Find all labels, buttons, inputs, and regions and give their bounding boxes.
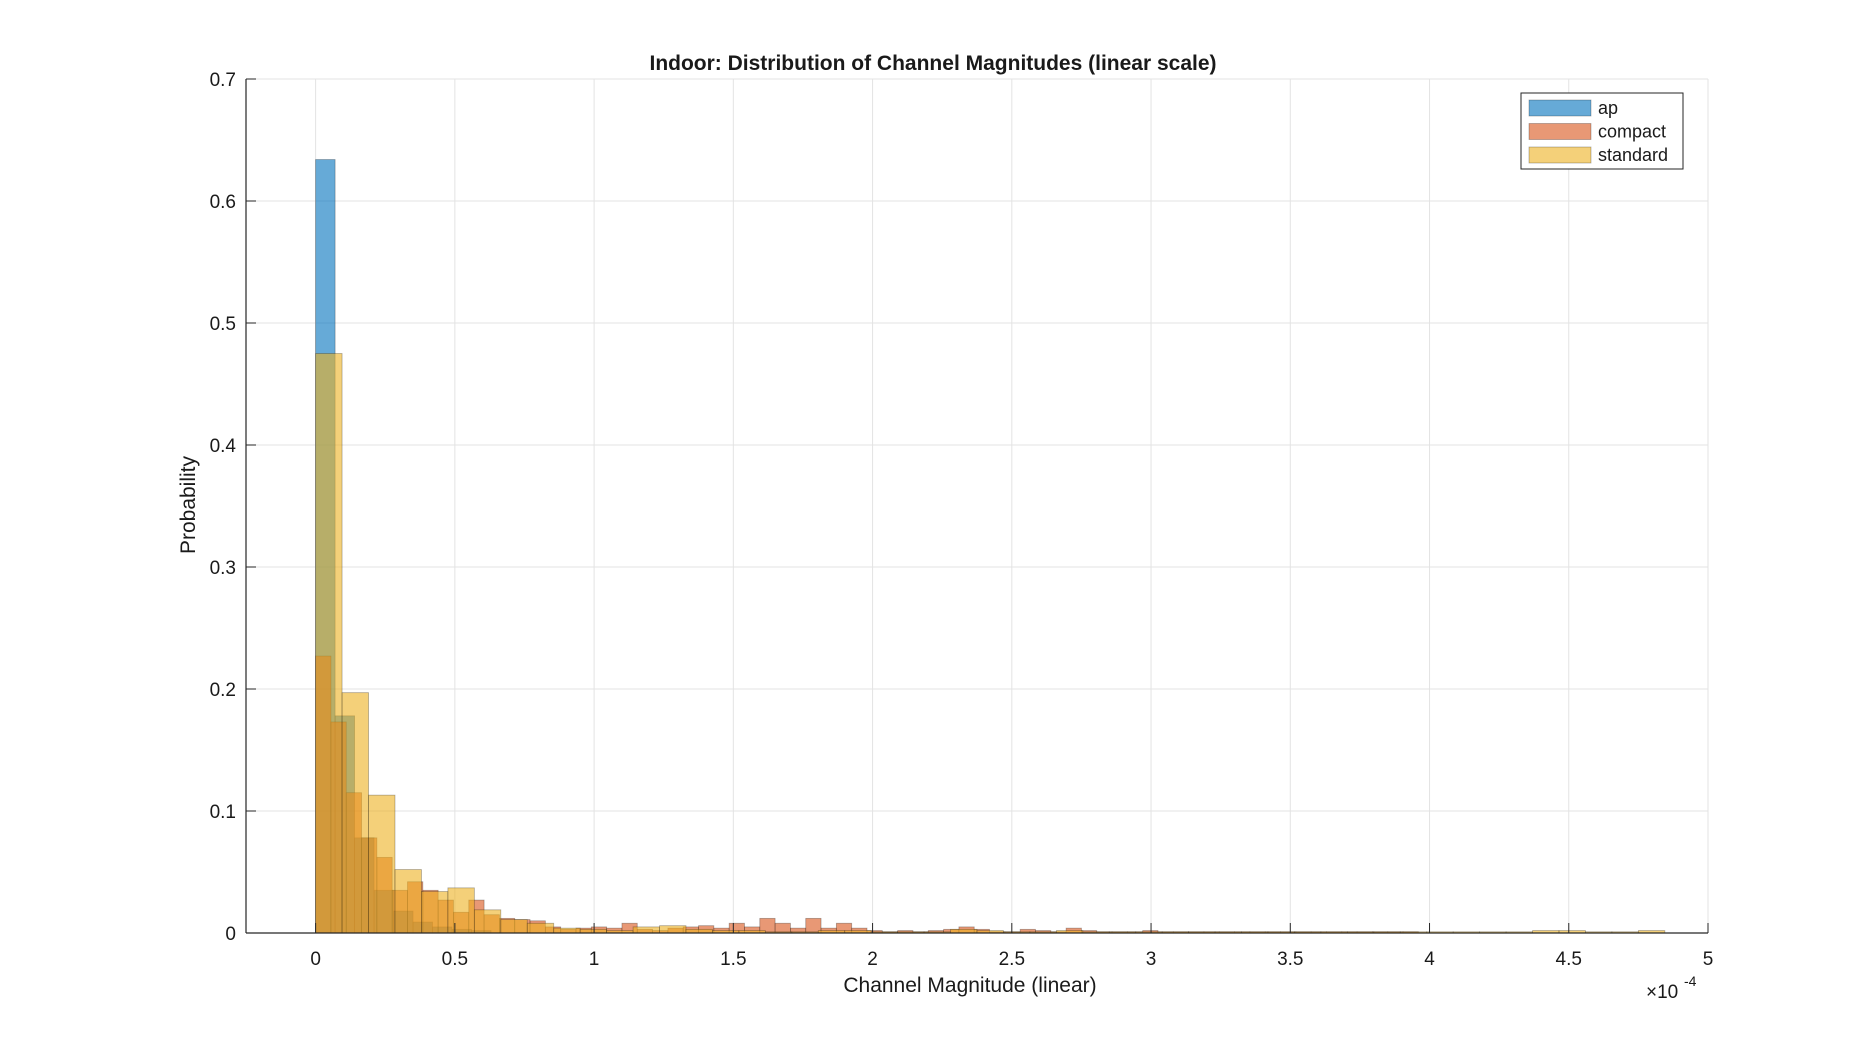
y-tick-label: 0.5 [210,314,236,335]
legend-swatch-compact [1528,123,1592,140]
x-tick-label: 1.5 [720,949,746,970]
x-axis-label: Channel Magnitude (linear) [843,974,1096,997]
x-tick-label: 0 [310,949,321,970]
bar-standard [500,919,528,934]
y-tick-label: 0.6 [210,192,236,213]
bar-standard [526,922,555,934]
legend-label-standard: standard [1598,145,1668,165]
x-tick-label: 2 [867,949,878,970]
grid [246,78,1709,934]
y-tick-label: 0.4 [210,436,237,457]
legend-swatch-standard [1528,146,1592,164]
y-tick-label: 0 [225,924,236,945]
x-axis-multiplier-exponent: -4 [1684,973,1697,989]
bar-standard [341,692,369,934]
x-tick-label: 0.5 [442,949,468,970]
bar-standard [447,887,475,934]
x-tick-label: 4.5 [1556,949,1582,970]
bar-standard [473,909,502,934]
y-tick-label: 0.3 [210,558,236,579]
bar-standard [632,926,660,934]
y-tick-label: 0.2 [210,680,236,701]
bar-standard [659,925,687,934]
x-tick-label: 5 [1703,949,1714,970]
x-tick-label: 4 [1424,949,1435,970]
x-tick-label: 3.5 [1277,949,1303,970]
bar-standard [315,353,343,934]
x-tick-label: 1 [589,949,600,970]
y-axis-label: Probability [177,455,200,554]
y-tick-label: 0.7 [210,70,236,91]
legend-label-ap: ap [1598,98,1618,118]
x-axis-multiplier: ×10 [1646,982,1678,1003]
bar-standard [553,927,581,934]
chart-title: Indoor: Distribution of Channel Magnitud… [649,52,1216,75]
x-tick-label: 2.5 [999,949,1025,970]
tick-labels: 0 0.5 1 1.5 2 2.5 3 3.5 4 4.5 5 0 0.1 0.2 0.3 0.4 0.5 0.6… [210,70,1714,970]
x-tick-label: 3 [1146,949,1157,970]
y-tick-label: 0.1 [210,802,236,823]
axes [245,78,1709,934]
legend-label-compact: compact [1598,122,1666,142]
bar-standard [394,869,422,934]
legend-swatch-ap [1528,99,1592,117]
bar-standard [421,891,449,934]
bar-standard [368,794,396,934]
legend: ap compact standard [1520,92,1684,170]
